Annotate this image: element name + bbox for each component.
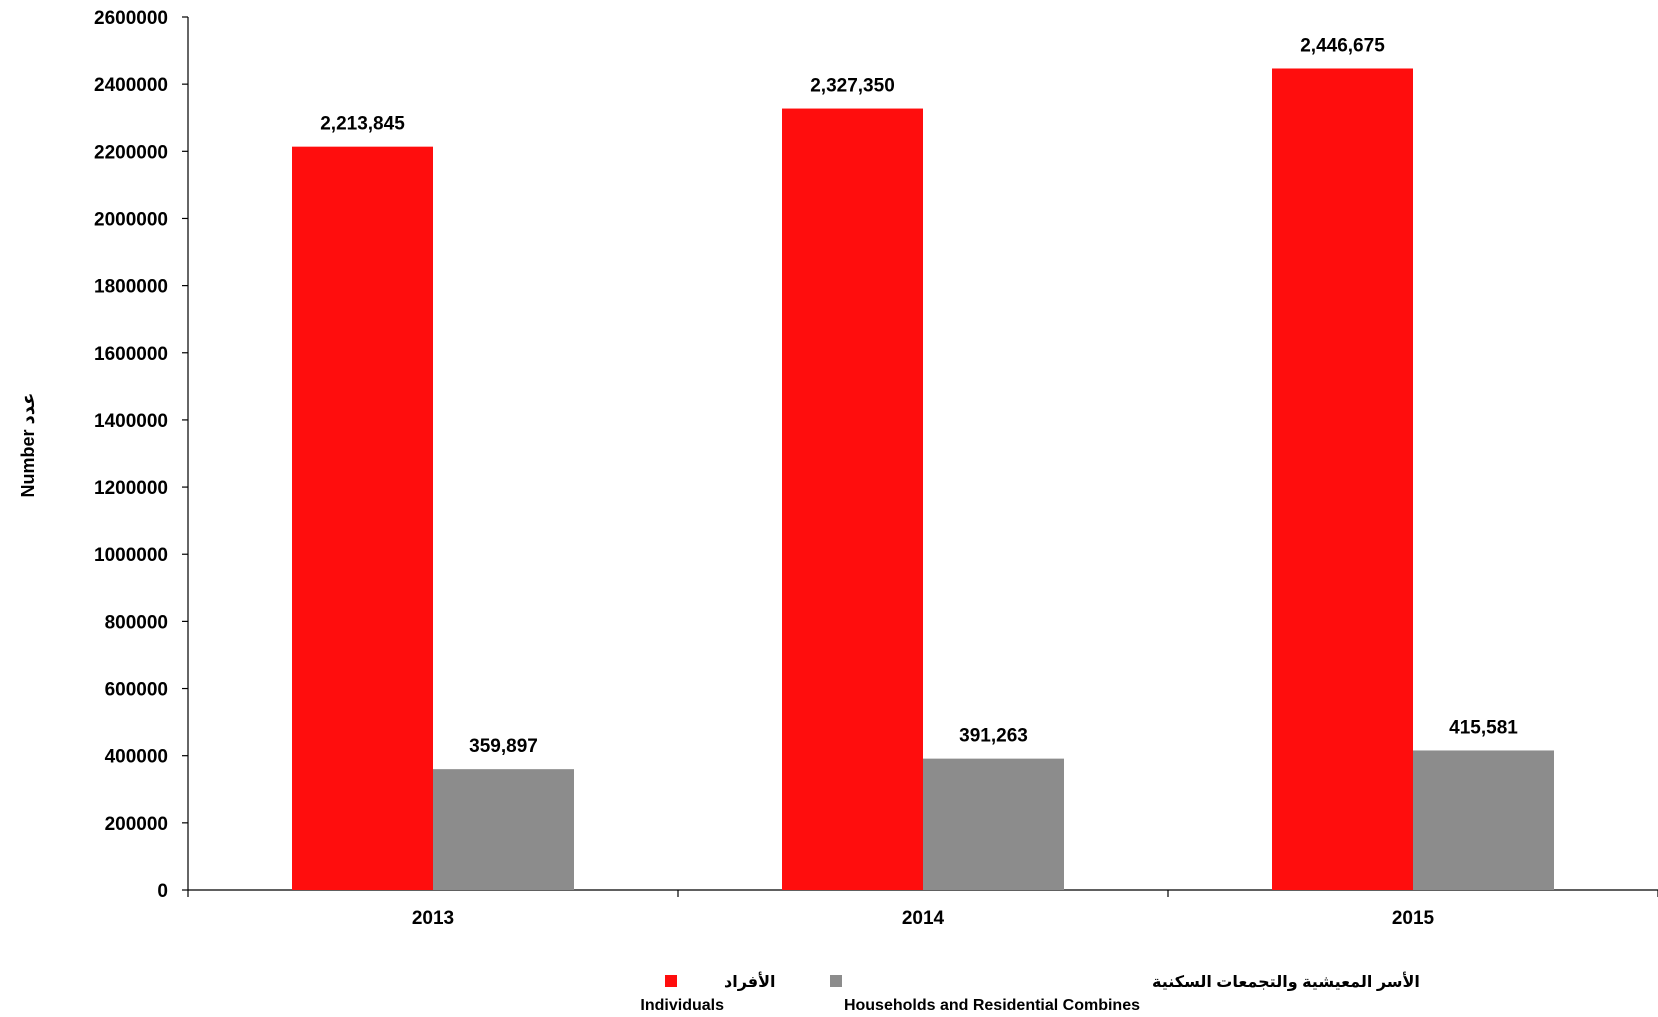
legend-swatch-individuals: [665, 975, 677, 987]
y-tick-label: 2400000: [94, 75, 168, 96]
y-tick-label: 800000: [105, 612, 168, 633]
data-label: 2,327,350: [810, 76, 895, 97]
data-label: 2,446,675: [1300, 35, 1385, 56]
legend-label-arabic: الأسر المعيشية والتجمعات السكنية: [1152, 972, 1420, 991]
y-tick-label: 200000: [105, 814, 168, 835]
x-tick-label: 2015: [1392, 908, 1435, 929]
bars: [292, 68, 1554, 891]
data-label: 359,897: [469, 736, 538, 757]
axes: 0 200000 400000 600000 800000 1000000 1200000 1…: [94, 8, 1658, 929]
legend-label-english: Individuals: [640, 997, 724, 1014]
x-tick-label: 2014: [902, 908, 945, 929]
legend-swatch-households: [830, 975, 842, 987]
data-label: 391,263: [959, 726, 1028, 747]
y-axis-title: Number عدد: [18, 393, 38, 498]
bar-households-2013: [433, 769, 574, 890]
data-label: 2,213,845: [320, 114, 405, 135]
y-tick-label: 0: [157, 881, 168, 902]
data-labels: 2,213,845 359,897 2,327,350 391,263 2,446,67…: [320, 35, 1518, 757]
y-tick-label: 1400000: [94, 411, 168, 432]
legend-label-arabic: الأفراد: [724, 972, 776, 991]
x-tick-label: 2013: [412, 908, 454, 929]
bar-individuals-2015: [1272, 68, 1413, 891]
legend-label-english: Households and Residential Combines: [844, 997, 1140, 1014]
bar-individuals-2014: [782, 108, 923, 890]
y-tick-label: 2000000: [94, 209, 168, 230]
y-tick-label: 1000000: [94, 545, 168, 566]
y-tick-label: 2200000: [94, 142, 168, 163]
bar-households-2014: [923, 758, 1064, 890]
y-tick-label: 1200000: [94, 478, 168, 499]
bar-households-2015: [1413, 750, 1554, 890]
y-tick-label: 400000: [105, 747, 168, 768]
y-tick-label: 600000: [105, 680, 168, 701]
y-tick-label: 1800000: [94, 277, 168, 298]
bar-individuals-2013: [292, 146, 433, 891]
y-tick-label: 1600000: [94, 344, 168, 365]
y-tick-label: 2600000: [94, 8, 168, 29]
data-label: 415,581: [1449, 717, 1518, 738]
